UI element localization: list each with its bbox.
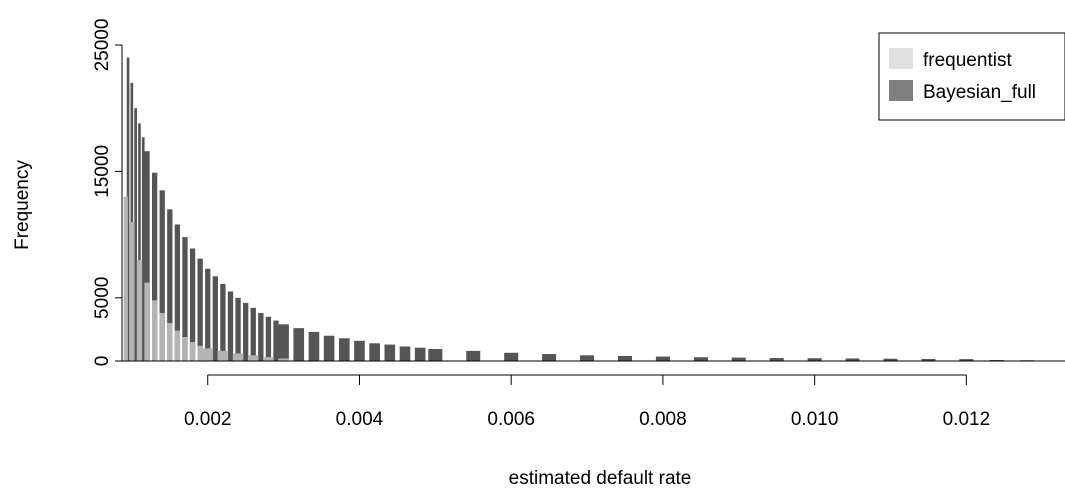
bayesian-full-bar <box>338 338 350 361</box>
frequentist-bar <box>144 282 150 361</box>
legend-swatch-frequentist <box>889 48 913 69</box>
bayesian-full-bar <box>399 346 411 361</box>
frequentist-bars <box>123 196 289 361</box>
frequentist-bar <box>202 348 214 361</box>
frequentist-bar <box>129 221 135 361</box>
bayesian-full-bar <box>212 276 218 361</box>
bayesian-full-bar <box>617 355 632 361</box>
bayesian-full-bar <box>182 237 188 361</box>
x-axis-title: estimated default rate <box>509 468 692 489</box>
bayesian-full-bar <box>989 359 1004 361</box>
legend: frequentist Bayesian_full <box>878 32 1065 121</box>
bayesian-full-bar <box>197 258 203 361</box>
bayesian-full-bar <box>807 358 822 361</box>
bayesian-full-bar <box>144 151 150 361</box>
frequentist-bar <box>159 312 165 361</box>
x-tick-label: 0.004 <box>336 409 384 430</box>
frequentist-bar <box>182 336 188 361</box>
y-axis: 0 5000 15000 25000 <box>92 19 123 367</box>
x-tick-label: 0.006 <box>487 409 535 430</box>
frequentist-bar <box>217 350 229 361</box>
bayesian-full-bar <box>265 316 272 361</box>
bayesian-full-bar <box>323 335 335 361</box>
legend-box <box>878 32 1065 121</box>
frequentist-bar <box>123 196 128 361</box>
frequentist-bar <box>197 345 203 361</box>
frequentist-bar <box>151 300 158 361</box>
frequentist-bar <box>167 323 173 361</box>
bayesian-full-bar <box>167 209 173 361</box>
bayesian-full-bar <box>921 358 936 361</box>
bayesian-full-bar <box>243 302 249 361</box>
frequentist-bar <box>247 355 259 361</box>
x-tick-label: 0.010 <box>791 409 839 430</box>
bayesian-full-bar <box>883 358 898 361</box>
bayesian-full-bar <box>428 348 443 361</box>
bayesian-full-bar <box>189 248 196 361</box>
legend-label-frequentist: frequentist <box>923 50 1012 71</box>
bayesian-full-bar <box>273 320 279 361</box>
x-axis: 0.002 0.004 0.006 0.008 0.010 0.012 <box>184 374 991 430</box>
frequentist-bar <box>136 259 143 361</box>
bayesian-full-bar <box>769 357 784 361</box>
bayesian-full-bar <box>580 355 595 361</box>
bayesian-full-bar <box>205 268 211 361</box>
bayesian-full-bar <box>731 357 746 361</box>
bayesian-full-bar <box>504 352 519 361</box>
legend-label-bayesian-full: Bayesian_full <box>923 82 1036 103</box>
bayesian-full-bar <box>258 312 264 361</box>
frequentist-bar <box>263 357 274 361</box>
bayesian-full-bar <box>845 358 860 361</box>
bayesian-full-bar <box>126 57 130 361</box>
bayesian-full-bar <box>693 357 708 361</box>
x-tick-label: 0.002 <box>184 409 232 430</box>
bayesian-full-bar <box>250 307 256 361</box>
bayesian-full-bars <box>126 57 1035 362</box>
bayesian-full-bar <box>655 356 670 361</box>
x-tick-label: 0.012 <box>943 409 991 430</box>
bayesian-full-bar <box>959 359 974 361</box>
bayesian-full-bar <box>159 190 165 361</box>
bayesian-full-bar <box>151 172 158 361</box>
frequentist-bar <box>232 353 244 361</box>
bayesian-full-bar <box>293 328 305 361</box>
bayesian-full-bar <box>542 354 557 361</box>
y-axis-title: Frequency <box>12 160 33 250</box>
bayesian-full-bar <box>354 340 365 361</box>
bayesian-full-bar <box>134 108 137 361</box>
frequentist-bar <box>174 330 181 361</box>
bayesian-full-bar <box>138 123 141 362</box>
bayesian-full-bar <box>220 283 226 361</box>
y-tick-label: 15000 <box>92 145 113 198</box>
bayesian-full-bar <box>466 350 481 361</box>
bayesian-full-bar <box>141 137 145 361</box>
bayesian-full-bar <box>308 331 320 361</box>
bayesian-full-bar <box>174 224 181 361</box>
frequentist-bar <box>189 342 196 361</box>
y-tick-label: 5000 <box>92 277 113 319</box>
x-tick-label: 0.008 <box>639 409 687 430</box>
bayesian-full-bar <box>227 291 234 361</box>
bayesian-full-bar <box>369 343 380 361</box>
y-tick-label: 0 <box>92 356 113 367</box>
y-tick-label: 25000 <box>92 19 113 72</box>
frequentist-bar <box>278 358 289 361</box>
bayesian-full-bar <box>235 297 241 361</box>
bayesian-full-bar <box>384 344 396 361</box>
bayesian-full-bar <box>278 324 289 361</box>
bayesian-full-bar <box>414 347 426 361</box>
legend-swatch-bayesian-full <box>889 80 913 101</box>
